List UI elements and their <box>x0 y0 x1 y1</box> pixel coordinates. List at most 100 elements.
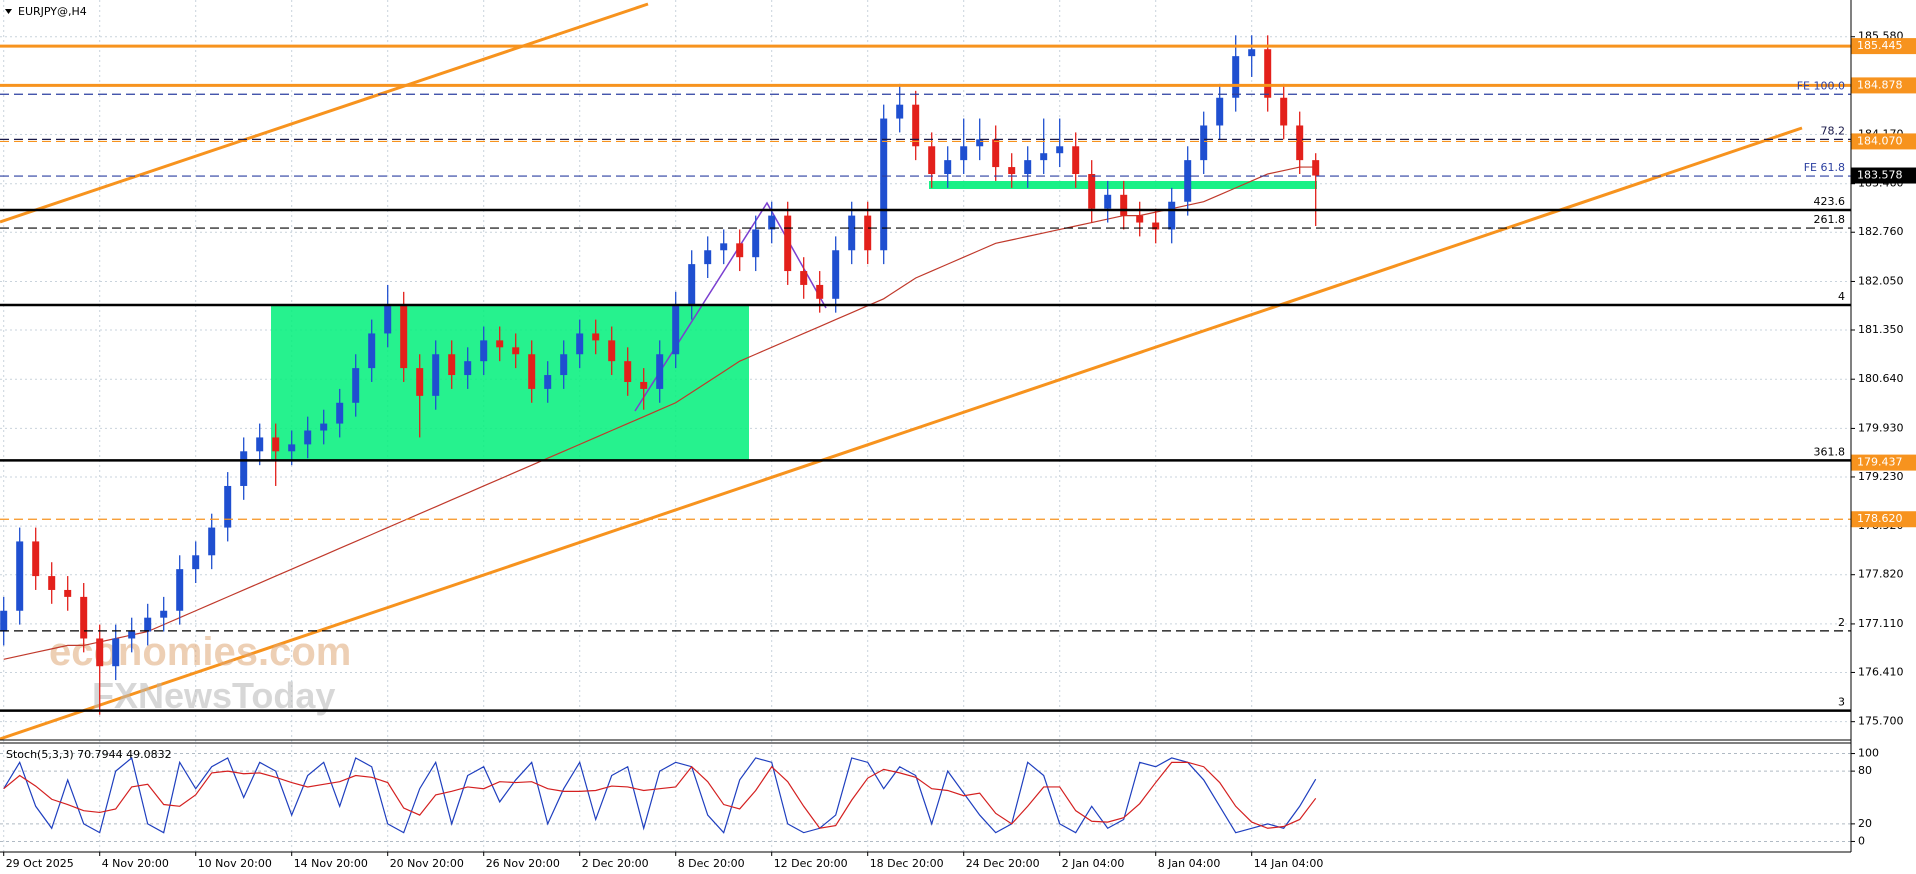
level-name: 78.2 <box>1821 124 1846 137</box>
y-tick-label: 100 <box>1858 747 1879 760</box>
level-name: 261.8 <box>1814 213 1846 226</box>
candle-body <box>352 368 360 403</box>
candle-body <box>480 340 488 362</box>
price-tag-label: 184.878 <box>1857 78 1903 91</box>
watermark-text: economies.com <box>49 630 351 674</box>
level-name: 4 <box>1838 290 1845 303</box>
price-tag <box>1851 167 1916 184</box>
x-tick-label: 26 Nov 20:00 <box>486 857 560 870</box>
candle-body <box>592 333 600 341</box>
candle-body <box>1072 146 1080 175</box>
zone-bar <box>929 181 1317 189</box>
candle-body <box>832 250 840 299</box>
levels: 185.445 184.878 FE 100.0 184.070 78.2 FE 61.8… <box>0 38 1916 712</box>
x-tick-label: 20 Nov 20:00 <box>390 857 464 870</box>
level-name: 2 <box>1838 616 1845 629</box>
trend-line <box>0 126 1803 741</box>
candle-body <box>1136 215 1144 223</box>
candle-body <box>128 631 136 639</box>
moving-average <box>3 166 1316 660</box>
price-tag-label: 183.578 <box>1857 169 1903 182</box>
x-tick-label: 14 Nov 20:00 <box>294 857 368 870</box>
y-tick-label: 175.700 <box>1858 715 1904 728</box>
candle-body <box>224 485 232 528</box>
candle-body <box>144 617 152 632</box>
candle-body <box>928 146 936 175</box>
candle-body <box>176 569 184 611</box>
price-tag-label: 185.445 <box>1857 39 1903 52</box>
candle-body <box>416 368 424 396</box>
oscillator-line <box>3 761 1317 829</box>
candle-body <box>1200 125 1208 161</box>
candle-body <box>400 305 408 369</box>
candle-body <box>656 354 664 389</box>
candle-body <box>1264 49 1272 98</box>
price-tag <box>1851 454 1916 471</box>
x-tick-label: 8 Dec 20:00 <box>678 857 745 870</box>
candle-body <box>80 596 88 639</box>
candle-body <box>576 333 584 355</box>
candle-body <box>896 104 904 119</box>
x-tick-label: 14 Jan 04:00 <box>1254 857 1324 870</box>
menu-arrow <box>5 9 12 14</box>
candle-body <box>944 160 952 175</box>
level-name: FE 61.8 <box>1804 161 1845 174</box>
candle-body <box>1184 160 1192 202</box>
candle-body <box>544 375 552 389</box>
x-tick-label: 2 Dec 20:00 <box>582 857 649 870</box>
candle-body <box>528 354 536 389</box>
candle-body <box>192 555 200 570</box>
candle-body <box>688 264 696 306</box>
candle-body <box>16 541 24 611</box>
candle-body <box>112 638 120 667</box>
candle-body <box>1168 201 1176 230</box>
candle-body <box>1088 174 1096 209</box>
candle-body <box>864 215 872 251</box>
y-tick-label: 177.820 <box>1858 568 1904 581</box>
candle-body <box>32 541 40 577</box>
candle-body <box>1008 167 1016 175</box>
level-name: 423.6 <box>1814 195 1846 208</box>
price-tag <box>1851 511 1916 528</box>
candle-body <box>160 610 168 618</box>
candle-body <box>512 347 520 355</box>
candle-body <box>0 610 8 632</box>
candle-body <box>368 333 376 369</box>
candle-body <box>704 250 712 265</box>
y-tick-label: 176.410 <box>1858 665 1904 678</box>
y-tick-label: 179.930 <box>1858 421 1904 434</box>
candle-body <box>432 354 440 396</box>
x-tick-label: 4 Nov 20:00 <box>102 857 169 870</box>
price-tag <box>1851 133 1916 150</box>
candle-body <box>720 243 728 251</box>
candle-body <box>320 423 328 431</box>
candle-body <box>464 361 472 376</box>
candle-body <box>560 354 568 376</box>
y-tick-label: 181.350 <box>1858 323 1904 336</box>
y-tick-label: 182.760 <box>1858 225 1904 238</box>
candle-body <box>1296 125 1304 161</box>
candle-body <box>1104 194 1112 209</box>
trend-line <box>0 2 649 224</box>
candle-body <box>1152 222 1160 230</box>
candle-body <box>800 271 808 285</box>
x-tick-label: 18 Dec 20:00 <box>870 857 944 870</box>
candle-body <box>208 527 216 556</box>
y-tick-label: 182.050 <box>1858 274 1904 287</box>
candle-body <box>768 215 776 230</box>
y-tick-label: 0 <box>1858 834 1865 847</box>
watermark-text: FXNewsToday <box>92 675 335 716</box>
candle-body <box>496 340 504 348</box>
candle-body <box>64 589 72 597</box>
price-tag <box>1851 38 1916 55</box>
indicator-title: Stoch(5,3,3) 70.7944 49.0832 <box>6 748 172 761</box>
x-tick-label: 2 Jan 04:00 <box>1062 857 1125 870</box>
candle-body <box>816 284 824 299</box>
candle-body <box>48 576 56 590</box>
x-tick-label: 12 Dec 20:00 <box>774 857 848 870</box>
candle-body <box>976 139 984 147</box>
price-panel: 185.580184.170183.460182.760182.050181.3… <box>0 5 1904 870</box>
y-tick-label: 80 <box>1858 764 1872 777</box>
candle-body <box>1056 146 1064 154</box>
oscillator-line <box>3 756 1317 834</box>
